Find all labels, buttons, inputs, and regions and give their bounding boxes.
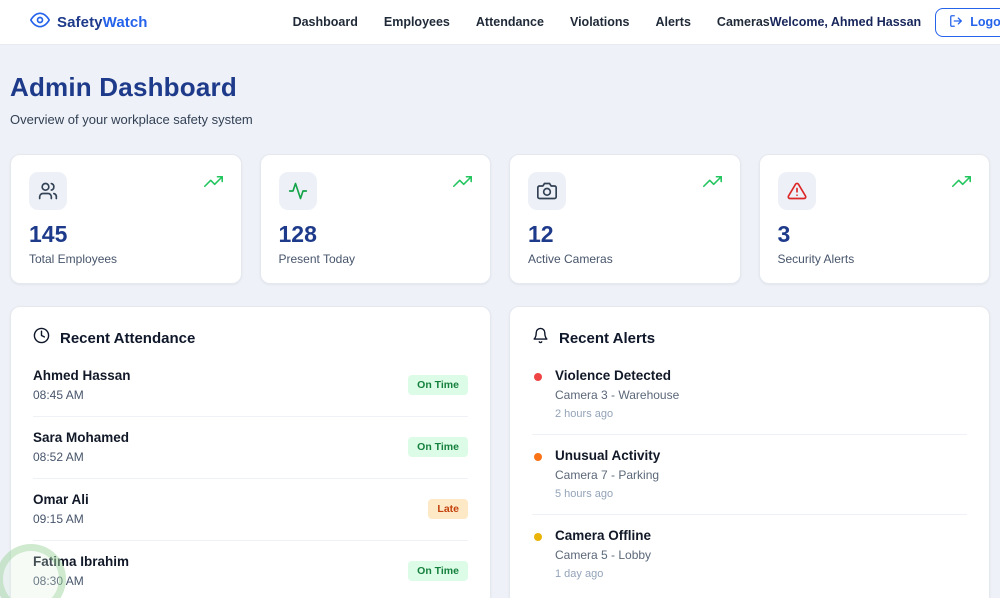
nav-item-violations[interactable]: Violations — [570, 15, 630, 29]
welcome-text: Welcome, Ahmed Hassan — [770, 15, 921, 29]
panel-title: Recent Alerts — [559, 330, 655, 347]
trend-up-icon — [453, 172, 472, 196]
check-in-time: 08:52 AM — [33, 450, 129, 464]
stat-value: 128 — [279, 221, 473, 248]
camera-icon — [528, 172, 566, 210]
nav-item-dashboard[interactable]: Dashboard — [293, 15, 358, 29]
nav-item-employees[interactable]: Employees — [384, 15, 450, 29]
brand-part1: Safety — [57, 14, 103, 31]
brand-logo[interactable]: SafetyWatch — [30, 10, 148, 35]
brand-name: SafetyWatch — [57, 14, 148, 31]
stat-label: Security Alerts — [778, 252, 972, 266]
alert-row: Violence Detected Camera 3 - Warehouse 2… — [532, 355, 967, 435]
alert-location: Camera 5 - Lobby — [555, 548, 651, 562]
activity-icon — [279, 172, 317, 210]
employee-name: Ahmed Hassan — [33, 368, 131, 383]
trend-up-icon — [703, 172, 722, 196]
alert-title: Unusual Activity — [555, 448, 660, 463]
check-in-time: 09:15 AM — [33, 512, 89, 526]
stat-value: 3 — [778, 221, 972, 248]
alert-row: Camera Offline Camera 5 - Lobby 1 day ag… — [532, 515, 967, 594]
alert-row: Unusual Activity Camera 7 - Parking 5 ho… — [532, 435, 967, 515]
stats-grid: 145 Total Employees 128 Present Today — [10, 154, 990, 284]
brand-part2: Watch — [103, 14, 148, 31]
stat-card-present-today: 128 Present Today — [260, 154, 492, 284]
attendance-row: Omar Ali 09:15 AM Late — [33, 479, 468, 541]
recent-attendance-panel: Recent Attendance Ahmed Hassan 08:45 AM … — [10, 306, 491, 598]
status-badge: On Time — [408, 375, 468, 395]
bell-icon — [532, 327, 549, 349]
stat-card-total-employees: 145 Total Employees — [10, 154, 242, 284]
employee-name: Sara Mohamed — [33, 430, 129, 445]
stat-label: Present Today — [279, 252, 473, 266]
alert-title: Violence Detected — [555, 368, 679, 383]
logout-button[interactable]: Logout — [935, 8, 1000, 37]
status-badge: On Time — [408, 561, 468, 581]
page-subtitle: Overview of your workplace safety system — [10, 112, 990, 127]
alert-title: Camera Offline — [555, 528, 651, 543]
status-badge: Late — [428, 499, 468, 519]
status-badge: On Time — [408, 437, 468, 457]
stat-card-active-cameras: 12 Active Cameras — [509, 154, 741, 284]
check-in-time: 08:30 AM — [33, 574, 129, 588]
alert-time: 5 hours ago — [555, 488, 660, 500]
nav-right: Welcome, Ahmed Hassan Logout — [770, 8, 1000, 37]
users-icon — [29, 172, 67, 210]
nav-item-cameras[interactable]: Cameras — [717, 15, 770, 29]
recent-alerts-panel: Recent Alerts Violence Detected Camera 3… — [509, 306, 990, 598]
alert-location: Camera 3 - Warehouse — [555, 388, 679, 402]
check-in-time: 08:45 AM — [33, 388, 131, 402]
main-content: Admin Dashboard Overview of your workpla… — [0, 45, 1000, 598]
top-nav: SafetyWatch Dashboard Employees Attendan… — [0, 0, 1000, 45]
stat-value: 12 — [528, 221, 722, 248]
logout-label: Logout — [970, 15, 1000, 29]
stat-label: Active Cameras — [528, 252, 722, 266]
alert-triangle-icon — [778, 172, 816, 210]
alert-time: 2 hours ago — [555, 408, 679, 420]
nav-item-attendance[interactable]: Attendance — [476, 15, 544, 29]
employee-name: Omar Ali — [33, 492, 89, 507]
stat-value: 145 — [29, 221, 223, 248]
eye-icon — [30, 10, 50, 35]
alert-dot — [534, 373, 542, 381]
panel-title: Recent Attendance — [60, 330, 195, 347]
panels-grid: Recent Attendance Ahmed Hassan 08:45 AM … — [10, 306, 990, 598]
nav-item-alerts[interactable]: Alerts — [655, 15, 690, 29]
stat-card-security-alerts: 3 Security Alerts — [759, 154, 991, 284]
page-title: Admin Dashboard — [10, 72, 990, 103]
attendance-row: Ahmed Hassan 08:45 AM On Time — [33, 355, 468, 417]
clock-icon — [33, 327, 50, 349]
alert-location: Camera 7 - Parking — [555, 468, 660, 482]
employee-name: Fatima Ibrahim — [33, 554, 129, 569]
attendance-row: Sara Mohamed 08:52 AM On Time — [33, 417, 468, 479]
stat-label: Total Employees — [29, 252, 223, 266]
nav-links: Dashboard Employees Attendance Violation… — [293, 15, 770, 29]
attendance-row: Fatima Ibrahim 08:30 AM On Time — [33, 541, 468, 598]
trend-up-icon — [952, 172, 971, 196]
logout-icon — [949, 14, 963, 31]
trend-up-icon — [204, 172, 223, 196]
alert-time: 1 day ago — [555, 568, 651, 580]
alert-dot — [534, 533, 542, 541]
alert-dot — [534, 453, 542, 461]
